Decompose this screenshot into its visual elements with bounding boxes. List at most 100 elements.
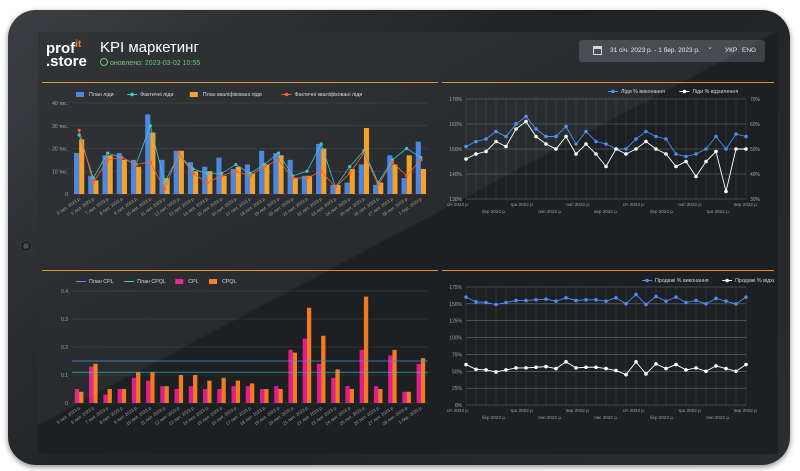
x-tick-label: січ 2022 р.	[623, 202, 645, 207]
series-point-sales-completion	[694, 298, 698, 303]
legend-label-3: Фактичні кваліфіковані ліди	[295, 92, 363, 98]
bar-cpql	[321, 335, 326, 403]
bar-cpl	[288, 349, 293, 403]
bar-plan-leads	[116, 153, 122, 194]
page-title: KPI маркетинг	[100, 39, 199, 56]
series-point-sales-deviation	[704, 369, 708, 374]
series-point-leads-completion	[524, 114, 528, 119]
series-point-sales-completion	[744, 295, 748, 299]
legend-label-3: CPQL	[222, 279, 236, 285]
bar-plan-leads	[330, 184, 336, 194]
x-tick-label: лип 2022 р.	[678, 202, 702, 207]
point-actual-leads	[419, 156, 423, 160]
series-point-leads-deviation	[724, 189, 728, 194]
point-actual-qualified	[248, 174, 252, 178]
bar-cpql	[79, 391, 84, 403]
point-actual-qualified	[390, 160, 394, 164]
series-point-sales-deviation	[644, 372, 648, 376]
series-point-sales-deviation	[554, 366, 558, 371]
lang-ukr-button[interactable]: УКР	[725, 47, 738, 54]
series-point-sales-deviation	[504, 368, 508, 372]
y-right-tick-label: 70%	[750, 97, 761, 103]
point-actual-leads	[305, 169, 309, 173]
point-actual-leads	[191, 167, 195, 171]
series-point-leads-deviation	[494, 139, 498, 144]
bar-plan-leads	[301, 175, 307, 194]
point-actual-leads	[390, 158, 394, 162]
bar-cpl	[117, 389, 122, 403]
series-point-leads-completion	[694, 152, 698, 156]
series-point-leads-deviation	[624, 152, 628, 156]
point-actual-leads	[148, 124, 152, 128]
series-point-leads-deviation	[544, 142, 548, 146]
bar-cpql	[235, 380, 241, 403]
series-point-sales-completion	[564, 295, 568, 300]
bar-plan-leads	[387, 155, 393, 194]
series-point-leads-completion	[674, 152, 678, 156]
y-tick-label: 160%	[449, 122, 462, 128]
bar-cpql	[93, 363, 98, 403]
logo-text: prof	[46, 40, 76, 57]
point-actual-qualified	[276, 158, 281, 162]
point-actual-qualified	[148, 160, 152, 164]
series-point-sales-completion	[524, 298, 528, 303]
bar-cpql	[193, 375, 198, 403]
bar-plan-qualified	[79, 139, 85, 194]
point-actual-qualified	[120, 156, 124, 160]
point-actual-qualified	[106, 158, 110, 162]
bar-plan-leads	[130, 159, 137, 194]
bar-cpql	[278, 389, 283, 403]
calendar-icon	[593, 46, 602, 55]
x-tick-label: тра 2022 р.	[510, 408, 534, 413]
bar-plan-qualified	[349, 168, 355, 194]
bar-cpl	[231, 386, 236, 403]
x-tick-label: січ 2022 р.	[447, 202, 469, 207]
x-tick-label: лис 2022 р.	[594, 415, 618, 420]
point-actual-leads	[362, 149, 366, 153]
bar-plan-leads	[358, 164, 364, 194]
legend-label-1: Фактичні ліди	[140, 92, 173, 98]
sales-percent-line-chart: Продажі % виконання Продажі % відхилення 0…	[447, 278, 778, 420]
updated-text: оновлено: 2023-03-02 10:55	[110, 60, 201, 67]
series-point-sales-completion	[584, 298, 588, 302]
point-actual-leads	[162, 181, 167, 185]
series-point-leads-deviation	[474, 152, 478, 156]
legend-label-2: План кваліфіковані ліди	[203, 92, 262, 98]
series-point-sales-deviation	[524, 366, 528, 370]
bar-plan-leads	[159, 159, 165, 194]
series-point-sales-deviation	[584, 365, 588, 370]
chevron-down-icon[interactable]: ⌄	[707, 44, 713, 51]
legend-dot-3	[284, 92, 289, 97]
series-point-leads-deviation	[644, 139, 648, 144]
bar-cpl	[402, 391, 407, 403]
series-point-sales-deviation	[544, 364, 548, 369]
y-tick-label: 50%	[452, 369, 463, 375]
bar-cpql	[292, 352, 297, 403]
bar-plan-qualified	[278, 155, 284, 194]
date-range-text: 31 січ. 2023 р. - 1 бер. 2023 р.	[610, 47, 700, 54]
y-tick-label: 20 тис.	[52, 147, 68, 153]
legend-label-0: Продажі % виконання	[655, 278, 709, 284]
bar-cpql	[136, 372, 141, 403]
point-actual-qualified	[405, 174, 409, 178]
series-point-sales-deviation	[464, 362, 468, 367]
series-point-sales-deviation	[714, 364, 718, 368]
series-point-sales-completion	[674, 295, 678, 299]
series-point-sales-deviation	[664, 366, 668, 371]
leads-bar-chart: План ліди Фактичні ліди План кваліфіковані…	[52, 92, 428, 217]
logo[interactable]: profit .store	[46, 38, 87, 69]
series-point-leads-completion	[594, 139, 598, 144]
series-point-leads-deviation	[524, 119, 528, 124]
series-point-sales-deviation	[674, 362, 678, 367]
series-point-sales-deviation	[594, 365, 598, 370]
bar-cpl	[302, 338, 307, 403]
series-point-leads-completion	[474, 139, 478, 144]
bar-cpql	[207, 380, 212, 403]
series-point-sales-deviation	[494, 370, 498, 374]
x-tick-label: вер 2022 р.	[566, 408, 590, 413]
date-range-picker[interactable]: 31 січ. 2023 р. - 1 бер. 2023 р. ⌄ УКР E…	[579, 40, 765, 62]
bar-plan-qualified	[136, 166, 142, 194]
lang-eng-button[interactable]: ENG	[742, 47, 757, 54]
series-point-leads-completion	[484, 137, 488, 141]
point-actual-leads	[234, 162, 238, 167]
